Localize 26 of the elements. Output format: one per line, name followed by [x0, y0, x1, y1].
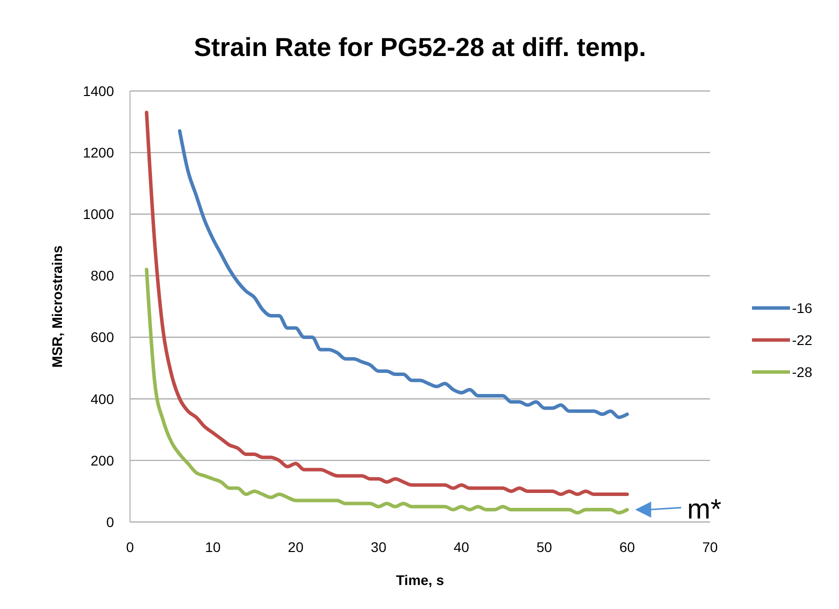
- y-tick-label: 200: [90, 452, 114, 468]
- x-tick-label: 0: [126, 539, 134, 555]
- y-tick-label: 1400: [82, 82, 114, 99]
- x-tick-label: 70: [702, 539, 718, 555]
- x-tick-label: 30: [370, 539, 387, 555]
- y-tick-label: 400: [90, 390, 114, 407]
- legend-label: -22: [792, 332, 812, 348]
- line-series: [178, 129, 629, 420]
- x-tick-label: 50: [536, 539, 552, 555]
- legend-label: -28: [792, 364, 812, 380]
- y-axis-title: MSR, Microstrains: [49, 245, 65, 368]
- line-series: [144, 268, 629, 515]
- x-tick-label: 20: [288, 539, 304, 555]
- y-tick-label: 0: [106, 514, 114, 530]
- x-tick-label: 10: [205, 539, 221, 555]
- line-series: [144, 110, 629, 496]
- x-tick-label: 60: [619, 539, 636, 555]
- x-axis-title: Time, s: [396, 572, 444, 588]
- y-tick-label: 800: [90, 268, 114, 284]
- legend-label: -16: [792, 300, 812, 316]
- y-tick-label: 600: [90, 329, 114, 346]
- chart-title: Strain Rate for PG52-28 at diff. temp.: [194, 32, 646, 62]
- y-tick-label: 1000: [82, 206, 114, 222]
- annotation: m*: [687, 494, 722, 525]
- x-tick-label: 40: [454, 539, 470, 555]
- y-tick-label: 1200: [82, 144, 114, 160]
